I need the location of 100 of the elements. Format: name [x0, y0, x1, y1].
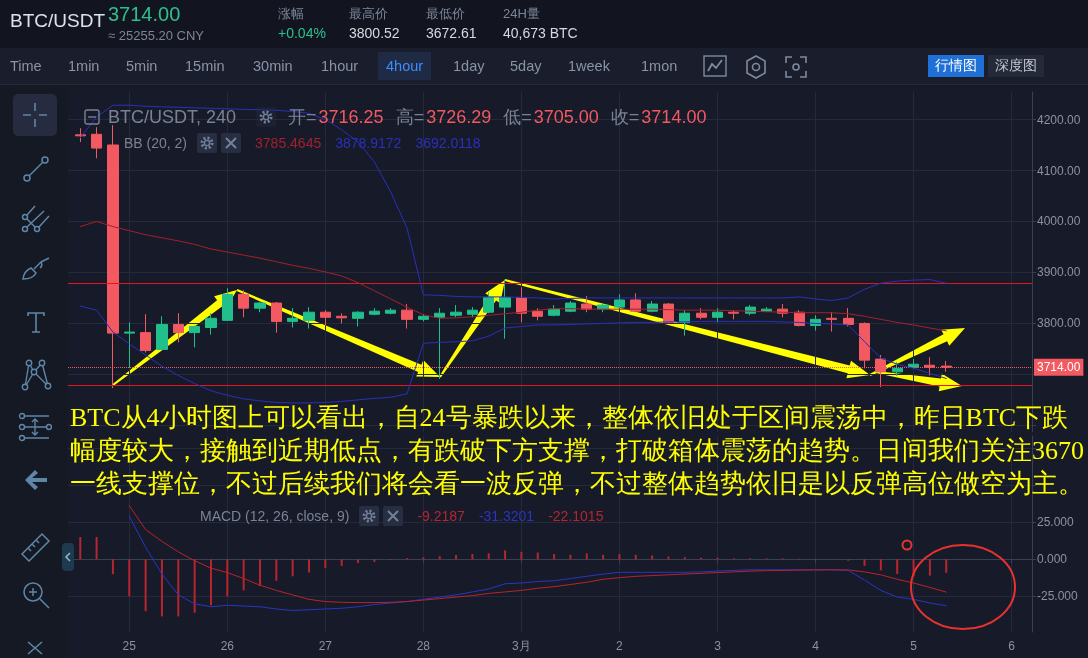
bar [95, 536, 98, 560]
text: 1hour [321, 58, 359, 74]
x-tick-label: 6 [1008, 639, 1016, 653]
bar [308, 559, 310, 573]
text: 24H量 [503, 5, 540, 23]
bar [340, 559, 343, 566]
bar [111, 559, 114, 575]
bar [504, 550, 507, 560]
bar [242, 559, 245, 591]
annotation: -22.1015 [548, 508, 604, 524]
text: Time [10, 58, 42, 74]
annotation: -9.2187 [417, 508, 465, 524]
bar [324, 559, 327, 569]
bar [226, 559, 229, 597]
candlestick [352, 310, 364, 327]
annotation: BB (20, 2) [124, 135, 188, 151]
candlestick [614, 293, 625, 309]
bar [618, 554, 621, 560]
candlestick [826, 311, 837, 333]
text: 1mon [641, 58, 678, 74]
y-tick-label: 4100.00 [1037, 163, 1081, 178]
bar [536, 552, 539, 560]
line-series [79, 104, 947, 301]
y-tick-label: 25.000 [1037, 515, 1075, 530]
candlestick [712, 307, 723, 323]
annotation: 低= [503, 106, 532, 129]
bar [487, 553, 490, 560]
annotation: 收= [610, 106, 640, 129]
text: 3800.52 [349, 25, 400, 41]
bar [553, 554, 556, 560]
annotation: -31.3201 [478, 508, 535, 524]
candlestick [140, 313, 151, 353]
candlestick [189, 324, 200, 348]
annotation: 3705.00 [533, 106, 599, 128]
line-series [79, 220, 947, 332]
candlestick [450, 304, 462, 318]
x-tick-label: 25 [122, 639, 137, 653]
bar [357, 559, 360, 563]
candlestick [254, 301, 266, 313]
candlestick [385, 307, 396, 315]
x-tick-label: 28 [416, 639, 431, 653]
y-tick-label: 4200.00 [1037, 112, 1081, 127]
annotation: 3726.29 [426, 106, 492, 128]
text: 30min [253, 58, 293, 74]
annotation: BTC从4小时图上可以看出，自24号暴跌以来，整体依旧处于区间震荡中，昨日BTC下跌幅度较大，接触到近期低点，有跌破下方支撑，打破箱体震荡的趋势。日间我们关注3670一线支撑位，不过后续我们将会看一波反弹，不过整体趋势依旧是以反弹高位做空为主。 [70, 403, 1084, 498]
x-tick-label: 27 [318, 639, 333, 653]
candlestick [271, 301, 282, 334]
bar [177, 559, 180, 617]
candlestick [630, 292, 641, 313]
bar [160, 559, 163, 617]
text: +0.04% [278, 25, 326, 41]
y-tick-label: 3900.00 [1037, 265, 1081, 280]
candlestick [483, 291, 494, 314]
bar [471, 554, 474, 560]
candlestick [532, 307, 543, 321]
candlestick [843, 307, 854, 327]
annotation: 3714.00 [641, 106, 707, 128]
bar [896, 559, 899, 575]
annotation: 3716.25 [318, 106, 384, 128]
bar [144, 559, 147, 612]
annotation: MACD (12, 26, close, 9) [200, 508, 350, 524]
bar [128, 559, 131, 597]
text: 1min [68, 58, 100, 74]
bar [455, 555, 458, 560]
text: 最高价 [349, 5, 388, 23]
candlestick [320, 309, 331, 326]
annotation: 3692.0118 [415, 135, 481, 151]
text: 15min [185, 58, 225, 74]
bar [863, 559, 866, 566]
x-tick-label: 5 [910, 639, 918, 653]
candlestick [597, 302, 609, 313]
bar [945, 559, 948, 573]
candlestick [401, 303, 413, 330]
candlestick [369, 307, 380, 316]
x-tick-label: 3 [714, 639, 722, 653]
candlestick [156, 315, 168, 350]
bar [275, 559, 278, 581]
candlestick [434, 307, 445, 380]
y-tick-label: 3800.00 [1037, 316, 1081, 331]
candlestick [499, 279, 511, 340]
x-tick-label: 2 [616, 639, 624, 653]
candlestick [222, 287, 233, 321]
text: ≈ 25255.20 CNY [108, 28, 205, 43]
text: 行情图 [928, 55, 984, 77]
candlestick [238, 289, 249, 318]
text: 5min [126, 58, 158, 74]
candlestick [124, 321, 135, 369]
candlestick [91, 126, 102, 159]
ref-line-label: 3714.00 [1037, 360, 1081, 375]
line-series [79, 305, 947, 404]
text: 3672.61 [426, 25, 477, 41]
bar [79, 536, 82, 560]
candlestick [75, 127, 86, 143]
candlestick [418, 313, 429, 322]
bar [879, 559, 882, 571]
candlestick [336, 312, 347, 324]
candlestick [892, 361, 903, 377]
candlestick [548, 304, 560, 317]
bar [438, 556, 441, 560]
bar [928, 559, 931, 576]
